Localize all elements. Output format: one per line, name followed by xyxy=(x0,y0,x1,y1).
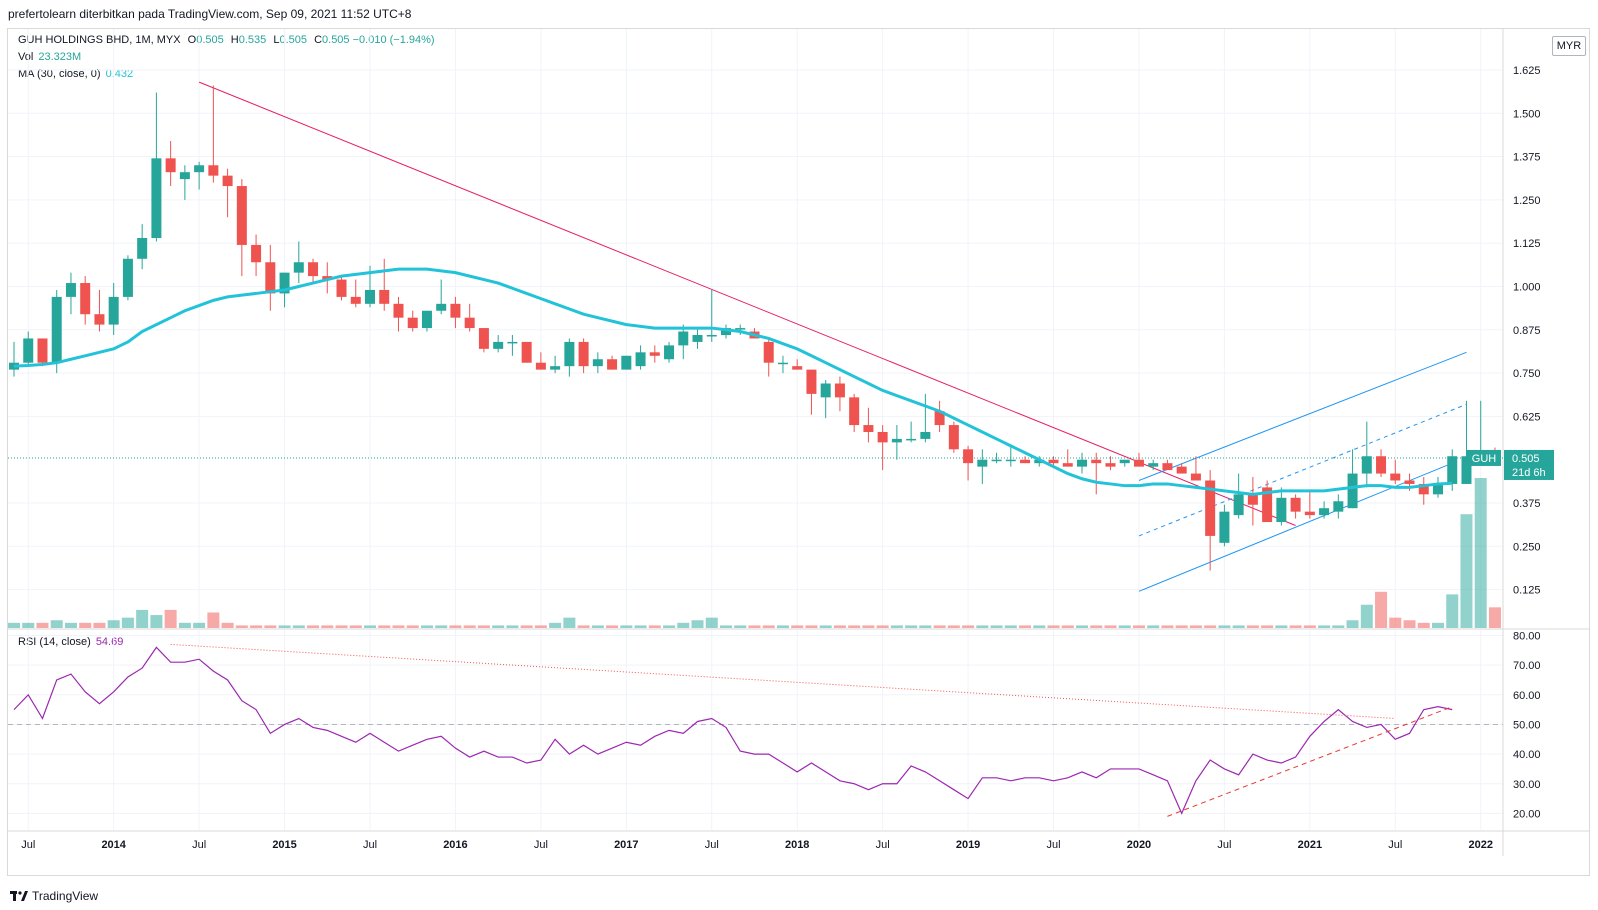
volume-value: 23.323M xyxy=(38,51,82,63)
brand-label: TradingView xyxy=(32,889,99,903)
rsi-legend: RSI (14, close) 54.69 xyxy=(18,636,123,648)
low-label: L xyxy=(273,34,280,46)
currency-button[interactable]: MYR xyxy=(1552,36,1586,56)
price-legend: GUH HOLDINGS BHD, 1M, MYX O0.505 H0.535 … xyxy=(18,34,435,46)
close-value: 0.505 xyxy=(322,34,350,46)
tradingview-logo-icon xyxy=(10,891,28,901)
volume-label[interactable]: Vol xyxy=(18,51,34,63)
symbol-label[interactable]: GUH HOLDINGS BHD, 1M, MYX xyxy=(18,34,181,46)
change-value: −0.010 (−1.94%) xyxy=(352,34,435,46)
ma-label[interactable]: MA (30, close, 0) xyxy=(18,68,101,80)
high-value: 0.535 xyxy=(238,34,267,46)
ma-legend: MA (30, close, 0) 0.432 xyxy=(18,68,133,80)
open-label: O xyxy=(187,34,197,46)
chart-frame xyxy=(7,28,1590,876)
low-value: 0.505 xyxy=(279,34,307,46)
footer: TradingView xyxy=(10,889,98,903)
close-label: C xyxy=(314,34,323,46)
published-by-header: prefertolearn diterbitkan pada TradingVi… xyxy=(8,7,412,21)
volume-legend: Vol 23.323M xyxy=(18,51,81,63)
rsi-value: 54.69 xyxy=(95,636,124,648)
rsi-label[interactable]: RSI (14, close) xyxy=(18,636,91,648)
open-value: 0.505 xyxy=(196,34,224,46)
ma-value: 0.432 xyxy=(105,68,134,80)
high-label: H xyxy=(230,34,239,46)
